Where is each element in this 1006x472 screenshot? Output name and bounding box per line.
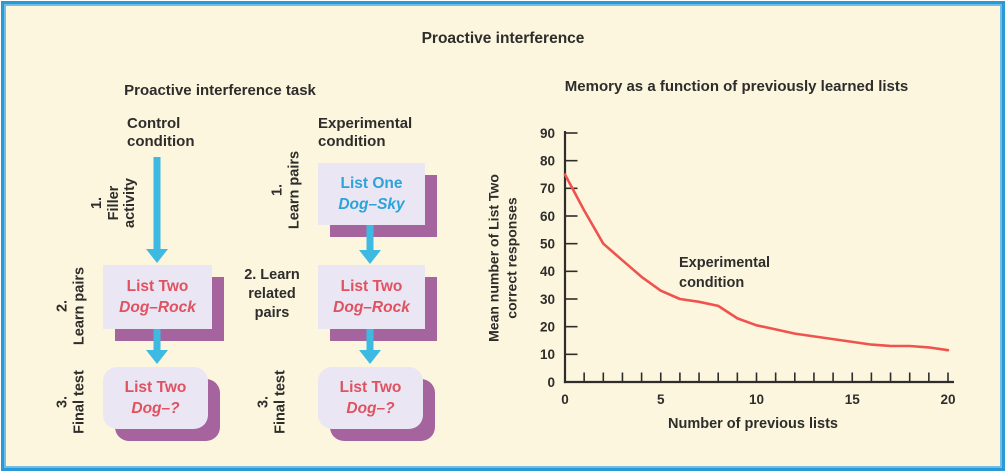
y-tick-label: 10 bbox=[540, 347, 555, 362]
list-one-box-experimental: List One Dog–Sky bbox=[318, 163, 425, 225]
y-tick-label: 50 bbox=[540, 236, 555, 251]
control-step3-label: 3. Final test bbox=[54, 370, 87, 434]
box-title: List Two bbox=[124, 379, 187, 396]
x-tick-label: 5 bbox=[657, 392, 665, 407]
control-condition-header: Control condition bbox=[127, 115, 195, 151]
experimental-condition-line bbox=[563, 173, 950, 352]
arrow-down-icon bbox=[359, 329, 381, 364]
x-tick-label: 15 bbox=[845, 392, 861, 407]
arrow-down-icon bbox=[359, 225, 381, 264]
box-title: List Two bbox=[126, 278, 189, 295]
box-title: List Two bbox=[339, 379, 402, 396]
control-step1-label: 1. Filler activity bbox=[88, 178, 139, 228]
arrow-down-icon bbox=[146, 157, 168, 263]
arrow-stem bbox=[153, 329, 161, 351]
arrow-stem bbox=[366, 329, 374, 351]
x-tick-label: 20 bbox=[940, 392, 955, 407]
final-test-box-experimental: List Two Dog–? bbox=[318, 367, 423, 429]
y-tick-label: 0 bbox=[547, 375, 555, 390]
experimental-condition-header: Experimental condition bbox=[318, 115, 413, 151]
memory-chart-canvas: 0 10 20 30 40 50 60 70 80 90 0 5 10 15 20 bbox=[540, 126, 956, 407]
box-pair: Dog–Rock bbox=[119, 299, 196, 316]
arrow-stem bbox=[366, 225, 374, 251]
y-tick-label: 30 bbox=[540, 292, 555, 307]
x-tick-label: 0 bbox=[561, 392, 569, 407]
arrow-head bbox=[146, 350, 168, 364]
y-tick-label: 60 bbox=[540, 209, 555, 224]
figure-title: Proactive interference bbox=[421, 30, 585, 47]
box-pair: Dog–? bbox=[131, 400, 180, 417]
task-title: Proactive interference task bbox=[124, 82, 316, 99]
y-tick-label: 70 bbox=[540, 181, 555, 196]
y-tick-label: 20 bbox=[540, 319, 555, 334]
arrow-head bbox=[146, 249, 168, 263]
box-pair: Dog–Rock bbox=[333, 299, 410, 316]
y-tick-label: 40 bbox=[540, 264, 555, 279]
final-test-box-control: List Two Dog–? bbox=[103, 367, 208, 429]
box-pair: Dog–Sky bbox=[338, 196, 405, 213]
arrow-down-icon bbox=[146, 329, 168, 364]
y-tick-label: 80 bbox=[540, 153, 555, 168]
arrow-head bbox=[359, 250, 381, 264]
chart-title: Memory as a function of previously learn… bbox=[564, 78, 909, 95]
experimental-condition-annotation: Experimental condition bbox=[679, 255, 771, 291]
y-tick-label: 90 bbox=[540, 126, 555, 141]
list-two-box-experimental: List Two Dog–Rock bbox=[318, 265, 425, 329]
list-two-box-control: List Two Dog–Rock bbox=[103, 265, 212, 329]
arrow-head bbox=[359, 350, 381, 364]
box-title: List Two bbox=[340, 278, 403, 295]
experimental-step3-label: 3. Final test bbox=[255, 370, 288, 434]
box-pair: Dog–? bbox=[346, 400, 395, 417]
box-title: List One bbox=[340, 175, 403, 192]
x-tick-label: 10 bbox=[749, 392, 764, 407]
experimental-step1-label: 1. Learn pairs bbox=[269, 150, 302, 230]
arrow-stem bbox=[153, 157, 161, 250]
experimental-step2-label: 2. Learn related pairs bbox=[244, 267, 300, 321]
x-axis-label: Number of previous lists bbox=[667, 416, 838, 432]
control-step2-label: 2. Learn pairs bbox=[54, 266, 87, 346]
